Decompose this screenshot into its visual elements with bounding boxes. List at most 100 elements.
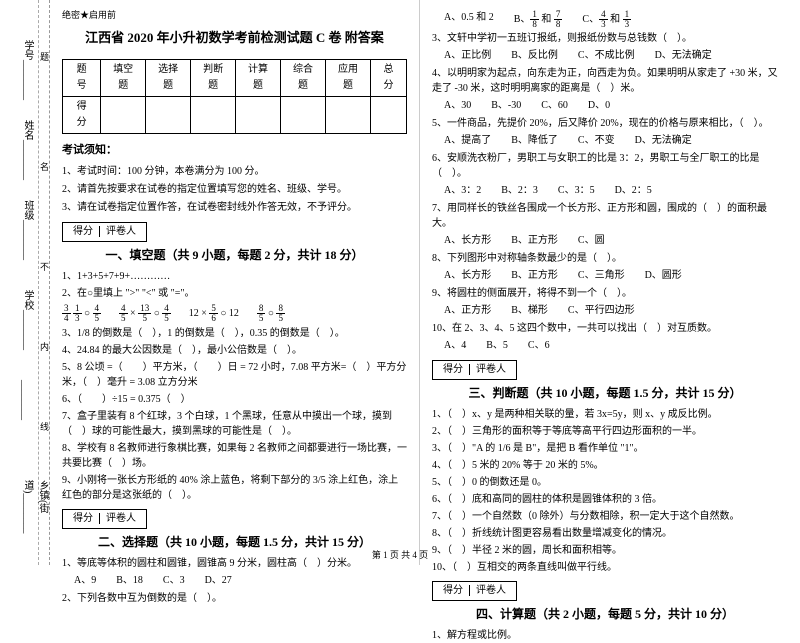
opt[interactable]: D、0 — [588, 98, 610, 114]
options: A、9 B、18 C、3 D、27 — [74, 573, 407, 589]
opt[interactable]: B、降低了 — [511, 133, 558, 149]
binding-sidebar: 学号________ 姓名________ 班级________ 学校_____… — [0, 0, 50, 565]
opt[interactable]: A、30 — [444, 98, 471, 114]
td[interactable] — [236, 97, 281, 134]
opt[interactable]: B、正方形 — [511, 233, 558, 249]
q: 10、在 2、3、4、5 这四个数中，一共可以找出（ ）对互质数。 — [432, 321, 778, 336]
notice-item: 1、考试时间：100 分钟，本卷满分为 100 分。 — [62, 164, 407, 180]
options: A、4 B、5 C、6 — [444, 338, 778, 354]
q: 9、将圆柱的侧面展开，将得不到一个（ ）。 — [432, 286, 778, 301]
td[interactable] — [325, 97, 370, 134]
td[interactable] — [101, 97, 146, 134]
opt[interactable]: A、0.5 和 2 — [444, 10, 494, 29]
secret-label: 绝密★启用前 — [62, 8, 407, 22]
opt[interactable]: B、18 — [116, 573, 143, 589]
th: 计算题 — [236, 60, 281, 97]
opt[interactable]: D、圆形 — [645, 268, 682, 284]
q: 1、等底等体积的圆柱和圆锥，圆锥高 9 分米，圆柱高（ ）分米。 — [62, 556, 407, 571]
td[interactable] — [281, 97, 326, 134]
options: A、长方形 B、正方形 C、三角形 D、圆形 — [444, 268, 778, 284]
opt[interactable]: C、平行四边形 — [568, 303, 635, 319]
section-title-fill: 一、填空题（共 9 小题，每题 2 分，共计 18 分） — [62, 246, 407, 265]
opt[interactable]: A、4 — [444, 338, 466, 354]
scorer-c1: 得分 — [67, 226, 100, 237]
q: 7、（ ）一个自然数（0 除外）与分数相除，积一定大于这个自然数。 — [432, 509, 778, 524]
sidebar-label: 学号________ — [20, 40, 35, 100]
options: A、长方形 B、正方形 C、圆 — [444, 233, 778, 249]
scorer-c2: 评卷人 — [470, 364, 512, 375]
q: 3、（ ）"A 的 1/6 是 B"，是把 B 看作单位 "1"。 — [432, 441, 778, 456]
opt[interactable]: C、不成比例 — [578, 48, 635, 64]
sidebar-label: 乡镇(街道)________ — [20, 480, 50, 565]
th: 综合题 — [281, 60, 326, 97]
q: 10、（ ）互相交的两条直线叫做平行线。 — [432, 560, 778, 575]
td[interactable] — [191, 97, 236, 134]
th: 总分 — [370, 60, 406, 97]
opt[interactable]: C、圆 — [578, 233, 605, 249]
opt[interactable]: A、正方形 — [444, 303, 491, 319]
q: 9、小刚将一张长方形纸的 40% 涂上蓝色，将剩下部分的 3/5 涂上红色，涂上… — [62, 473, 407, 503]
td[interactable] — [370, 97, 406, 134]
scorer-box: 得分评卷人 — [62, 509, 147, 529]
scorer-box: 得分评卷人 — [62, 222, 147, 242]
section-title-choice: 二、选择题（共 10 小题，每题 1.5 分，共计 15 分） — [62, 533, 407, 552]
opt[interactable]: D、27 — [205, 573, 232, 589]
opt[interactable]: C、三角形 — [578, 268, 625, 284]
opt[interactable]: B、5 — [486, 338, 508, 354]
th: 判断题 — [191, 60, 236, 97]
q: 2、（ ）三角形的面积等于等底等高平行四边形面积的一半。 — [432, 424, 778, 439]
q: 3、文轩中学初一五班订报纸，则报纸份数与总钱数（ ）。 — [432, 31, 778, 46]
notice-title: 考试须知： — [62, 142, 407, 160]
left-column: 绝密★启用前 江西省 2020 年小升初数学考前检测试题 C 卷 附答案 题 号… — [50, 0, 420, 565]
q: 1、1+3+5+7+9+………… — [62, 269, 407, 284]
opt[interactable]: D、无法确定 — [635, 133, 692, 149]
options: A、3：2 B、2：3 C、3：5 D、2：5 — [444, 183, 778, 199]
opt[interactable]: B、-30 — [491, 98, 521, 114]
page-footer: 第 1 页 共 4 页 — [372, 548, 428, 561]
opt[interactable]: C、3：5 — [558, 183, 595, 199]
opt[interactable]: C、43 和 13 — [582, 10, 631, 29]
q: 9、（ ）半径 2 米的圆，周长和面积相等。 — [432, 543, 778, 558]
opt[interactable]: D、2：5 — [615, 183, 652, 199]
opt[interactable]: A、长方形 — [444, 268, 491, 284]
opt[interactable]: B、2：3 — [501, 183, 538, 199]
q: 4、以明明家为起点，向东走为正，向西走为负。如果明明从家走了 +30 米，又走了… — [432, 66, 778, 96]
opt[interactable]: C、6 — [528, 338, 550, 354]
notice-item: 3、请在试卷指定位置作答，在试卷密封线外作答无效，不予评分。 — [62, 200, 407, 216]
td[interactable] — [146, 97, 191, 134]
seal-char: 题 — [40, 50, 49, 63]
opt[interactable]: B、18 和 78 — [514, 10, 563, 29]
right-column: A、0.5 和 2 B、18 和 78 C、43 和 13 3、文轩中学初一五班… — [420, 0, 790, 565]
section-title-judge: 三、判断题（共 10 小题，每题 1.5 分，共计 15 分） — [432, 384, 778, 403]
options: A、0.5 和 2 B、18 和 78 C、43 和 13 — [444, 10, 778, 29]
scorer-c2: 评卷人 — [100, 226, 142, 237]
scorer-c1: 得分 — [437, 364, 470, 375]
scorer-c2: 评卷人 — [100, 513, 142, 524]
opt[interactable]: A、3：2 — [444, 183, 481, 199]
options: A、正比例 B、反比例 C、不成比例 D、无法确定 — [444, 48, 778, 64]
scorer-c1: 得分 — [437, 585, 470, 596]
opt[interactable]: C、不变 — [578, 133, 615, 149]
q: 8、下列图形中对称轴条数最少的是（ ）。 — [432, 251, 778, 266]
opt[interactable]: B、反比例 — [511, 48, 558, 64]
q: 5、一件商品，先提价 20%，后又降价 20%，现在的价格与原来相比，（ ）。 — [432, 116, 778, 131]
opt[interactable]: B、梯形 — [511, 303, 548, 319]
opt[interactable]: A、提高了 — [444, 133, 491, 149]
opt[interactable]: A、长方形 — [444, 233, 491, 249]
th: 填空题 — [101, 60, 146, 97]
opt[interactable]: C、3 — [163, 573, 185, 589]
scorer-c1: 得分 — [67, 513, 100, 524]
score-table: 题 号 填空题 选择题 判断题 计算题 综合题 应用题 总分 得 分 — [62, 59, 407, 134]
opt[interactable]: D、无法确定 — [655, 48, 712, 64]
th: 题 号 — [63, 60, 101, 97]
sidebar-label: 班级________ — [20, 200, 35, 260]
opt[interactable]: A、9 — [74, 573, 96, 589]
scorer-box: 得分评卷人 — [432, 581, 517, 601]
seal-char: 不 — [40, 260, 49, 273]
th: 选择题 — [146, 60, 191, 97]
opt[interactable]: C、60 — [541, 98, 568, 114]
opt[interactable]: A、正比例 — [444, 48, 491, 64]
opt[interactable]: B、正方形 — [511, 268, 558, 284]
q: 1、（ ）x、y 是两种相关联的量，若 3x=5y，则 x、y 成反比例。 — [432, 407, 778, 422]
scorer-c2: 评卷人 — [470, 585, 512, 596]
